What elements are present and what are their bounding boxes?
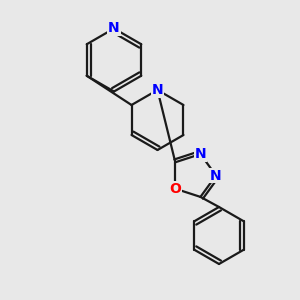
Text: O: O — [169, 182, 181, 196]
Text: N: N — [152, 83, 163, 97]
Text: N: N — [210, 169, 222, 182]
Text: N: N — [195, 147, 206, 161]
Text: N: N — [108, 22, 120, 35]
